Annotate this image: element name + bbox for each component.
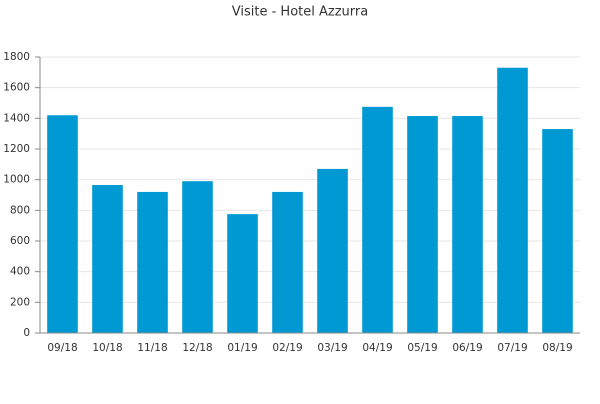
- bar: [497, 67, 528, 333]
- bar: [272, 191, 303, 333]
- x-tick-label: 12/18: [182, 342, 212, 354]
- x-tick-label: 08/19: [542, 342, 572, 354]
- y-tick-label: 400: [10, 266, 30, 278]
- x-tick-label: 03/19: [317, 342, 347, 354]
- y-tick-label: 0: [23, 327, 30, 339]
- x-tick-label: 10/18: [92, 342, 122, 354]
- x-tick-label: 07/19: [497, 342, 527, 354]
- bar: [47, 115, 78, 334]
- bar: [137, 191, 168, 333]
- y-tick-label: 200: [10, 296, 30, 308]
- bar: [227, 214, 258, 333]
- x-tick-label: 02/19: [272, 342, 302, 354]
- y-tick-label: 600: [10, 235, 30, 247]
- bar: [92, 185, 123, 333]
- x-tick-label: 01/19: [227, 342, 257, 354]
- x-tick-label: 05/19: [407, 342, 437, 354]
- bar: [317, 168, 348, 333]
- bar: [362, 106, 393, 333]
- bar: [542, 129, 573, 333]
- y-tick-label: 1000: [3, 174, 30, 186]
- bar: [182, 181, 213, 333]
- y-tick-label: 1200: [3, 143, 30, 155]
- chart-title: Visite - Hotel Azzurra: [232, 5, 368, 20]
- bar: [407, 116, 438, 334]
- x-tick-label: 06/19: [452, 342, 482, 354]
- y-tick-label: 800: [10, 204, 30, 216]
- y-tick-label: 1600: [3, 82, 30, 94]
- bar: [452, 116, 483, 334]
- x-tick-label: 11/18: [137, 342, 167, 354]
- y-tick-label: 1400: [3, 112, 30, 124]
- y-tick-label: 1800: [3, 51, 30, 63]
- x-tick-label: 04/19: [362, 342, 392, 354]
- x-tick-label: 09/18: [47, 342, 77, 354]
